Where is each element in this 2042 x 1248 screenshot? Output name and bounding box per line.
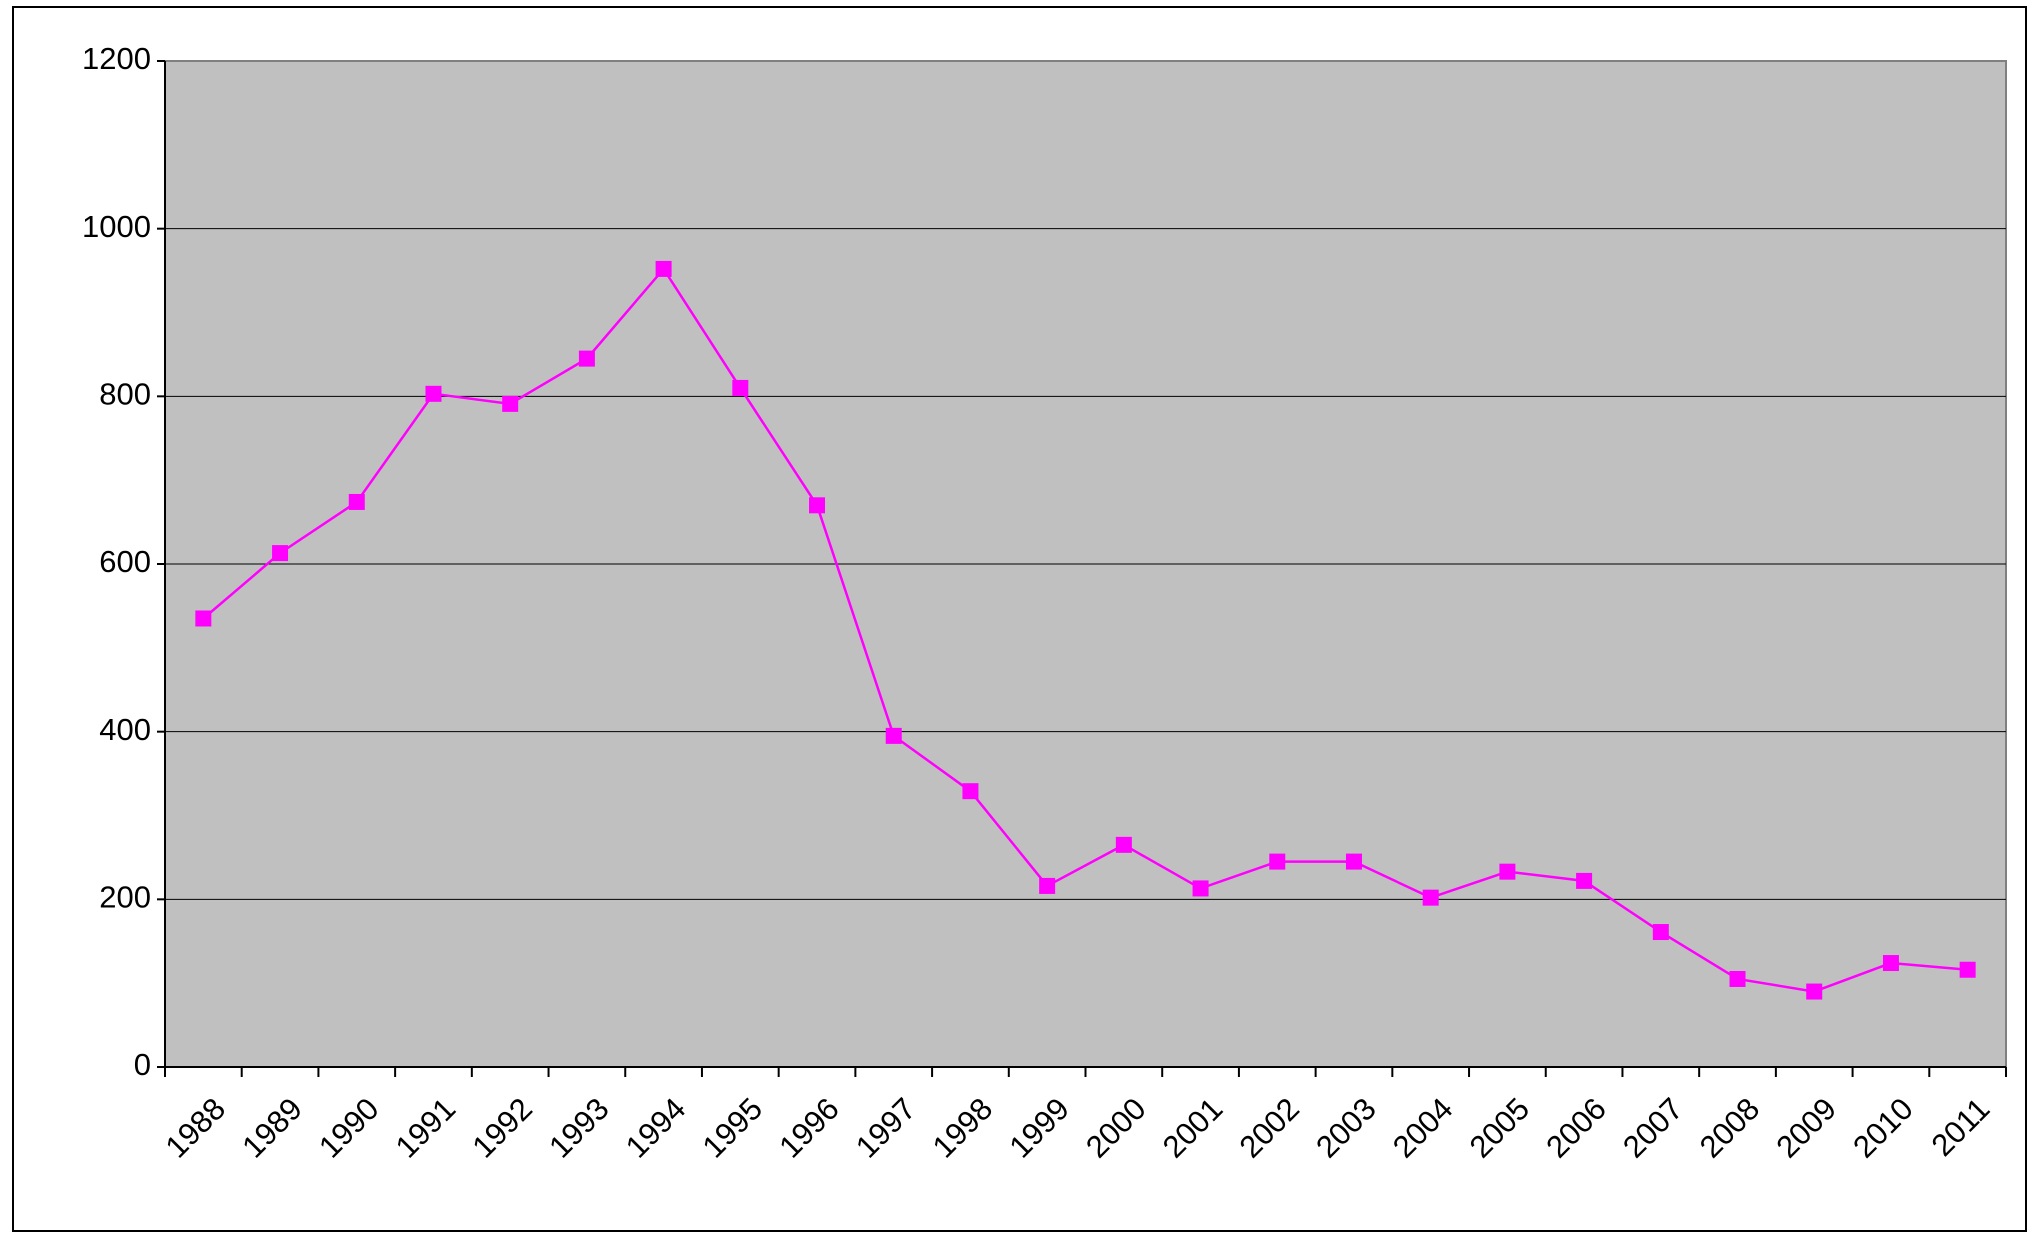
point (1806, 983, 1823, 1000)
y-tick-label: 800 (99, 377, 151, 412)
point (1959, 961, 1976, 978)
y-tick-label: 1200 (82, 41, 151, 76)
y-tick-label: 200 (99, 880, 151, 915)
point (809, 497, 826, 514)
point (732, 379, 749, 396)
point (1115, 836, 1132, 853)
point (1499, 863, 1516, 880)
y-tick-label: 0 (134, 1047, 151, 1082)
point (1422, 889, 1439, 906)
point (1576, 872, 1593, 889)
point (502, 395, 519, 412)
point (1192, 880, 1209, 897)
point (1882, 955, 1899, 972)
y-tick-label: 400 (99, 712, 151, 747)
y-tick-label: 600 (99, 544, 151, 579)
point (578, 350, 595, 367)
point (962, 783, 979, 800)
point (1729, 970, 1746, 987)
point (1039, 877, 1056, 894)
y-tick-label: 1000 (82, 209, 151, 244)
point (348, 493, 365, 510)
point (885, 727, 902, 744)
point (655, 260, 672, 277)
point (425, 385, 442, 402)
point (272, 545, 289, 562)
point (195, 610, 212, 627)
point (1269, 853, 1286, 870)
point (1652, 924, 1669, 941)
line (202, 266, 1968, 993)
point (1345, 853, 1362, 870)
